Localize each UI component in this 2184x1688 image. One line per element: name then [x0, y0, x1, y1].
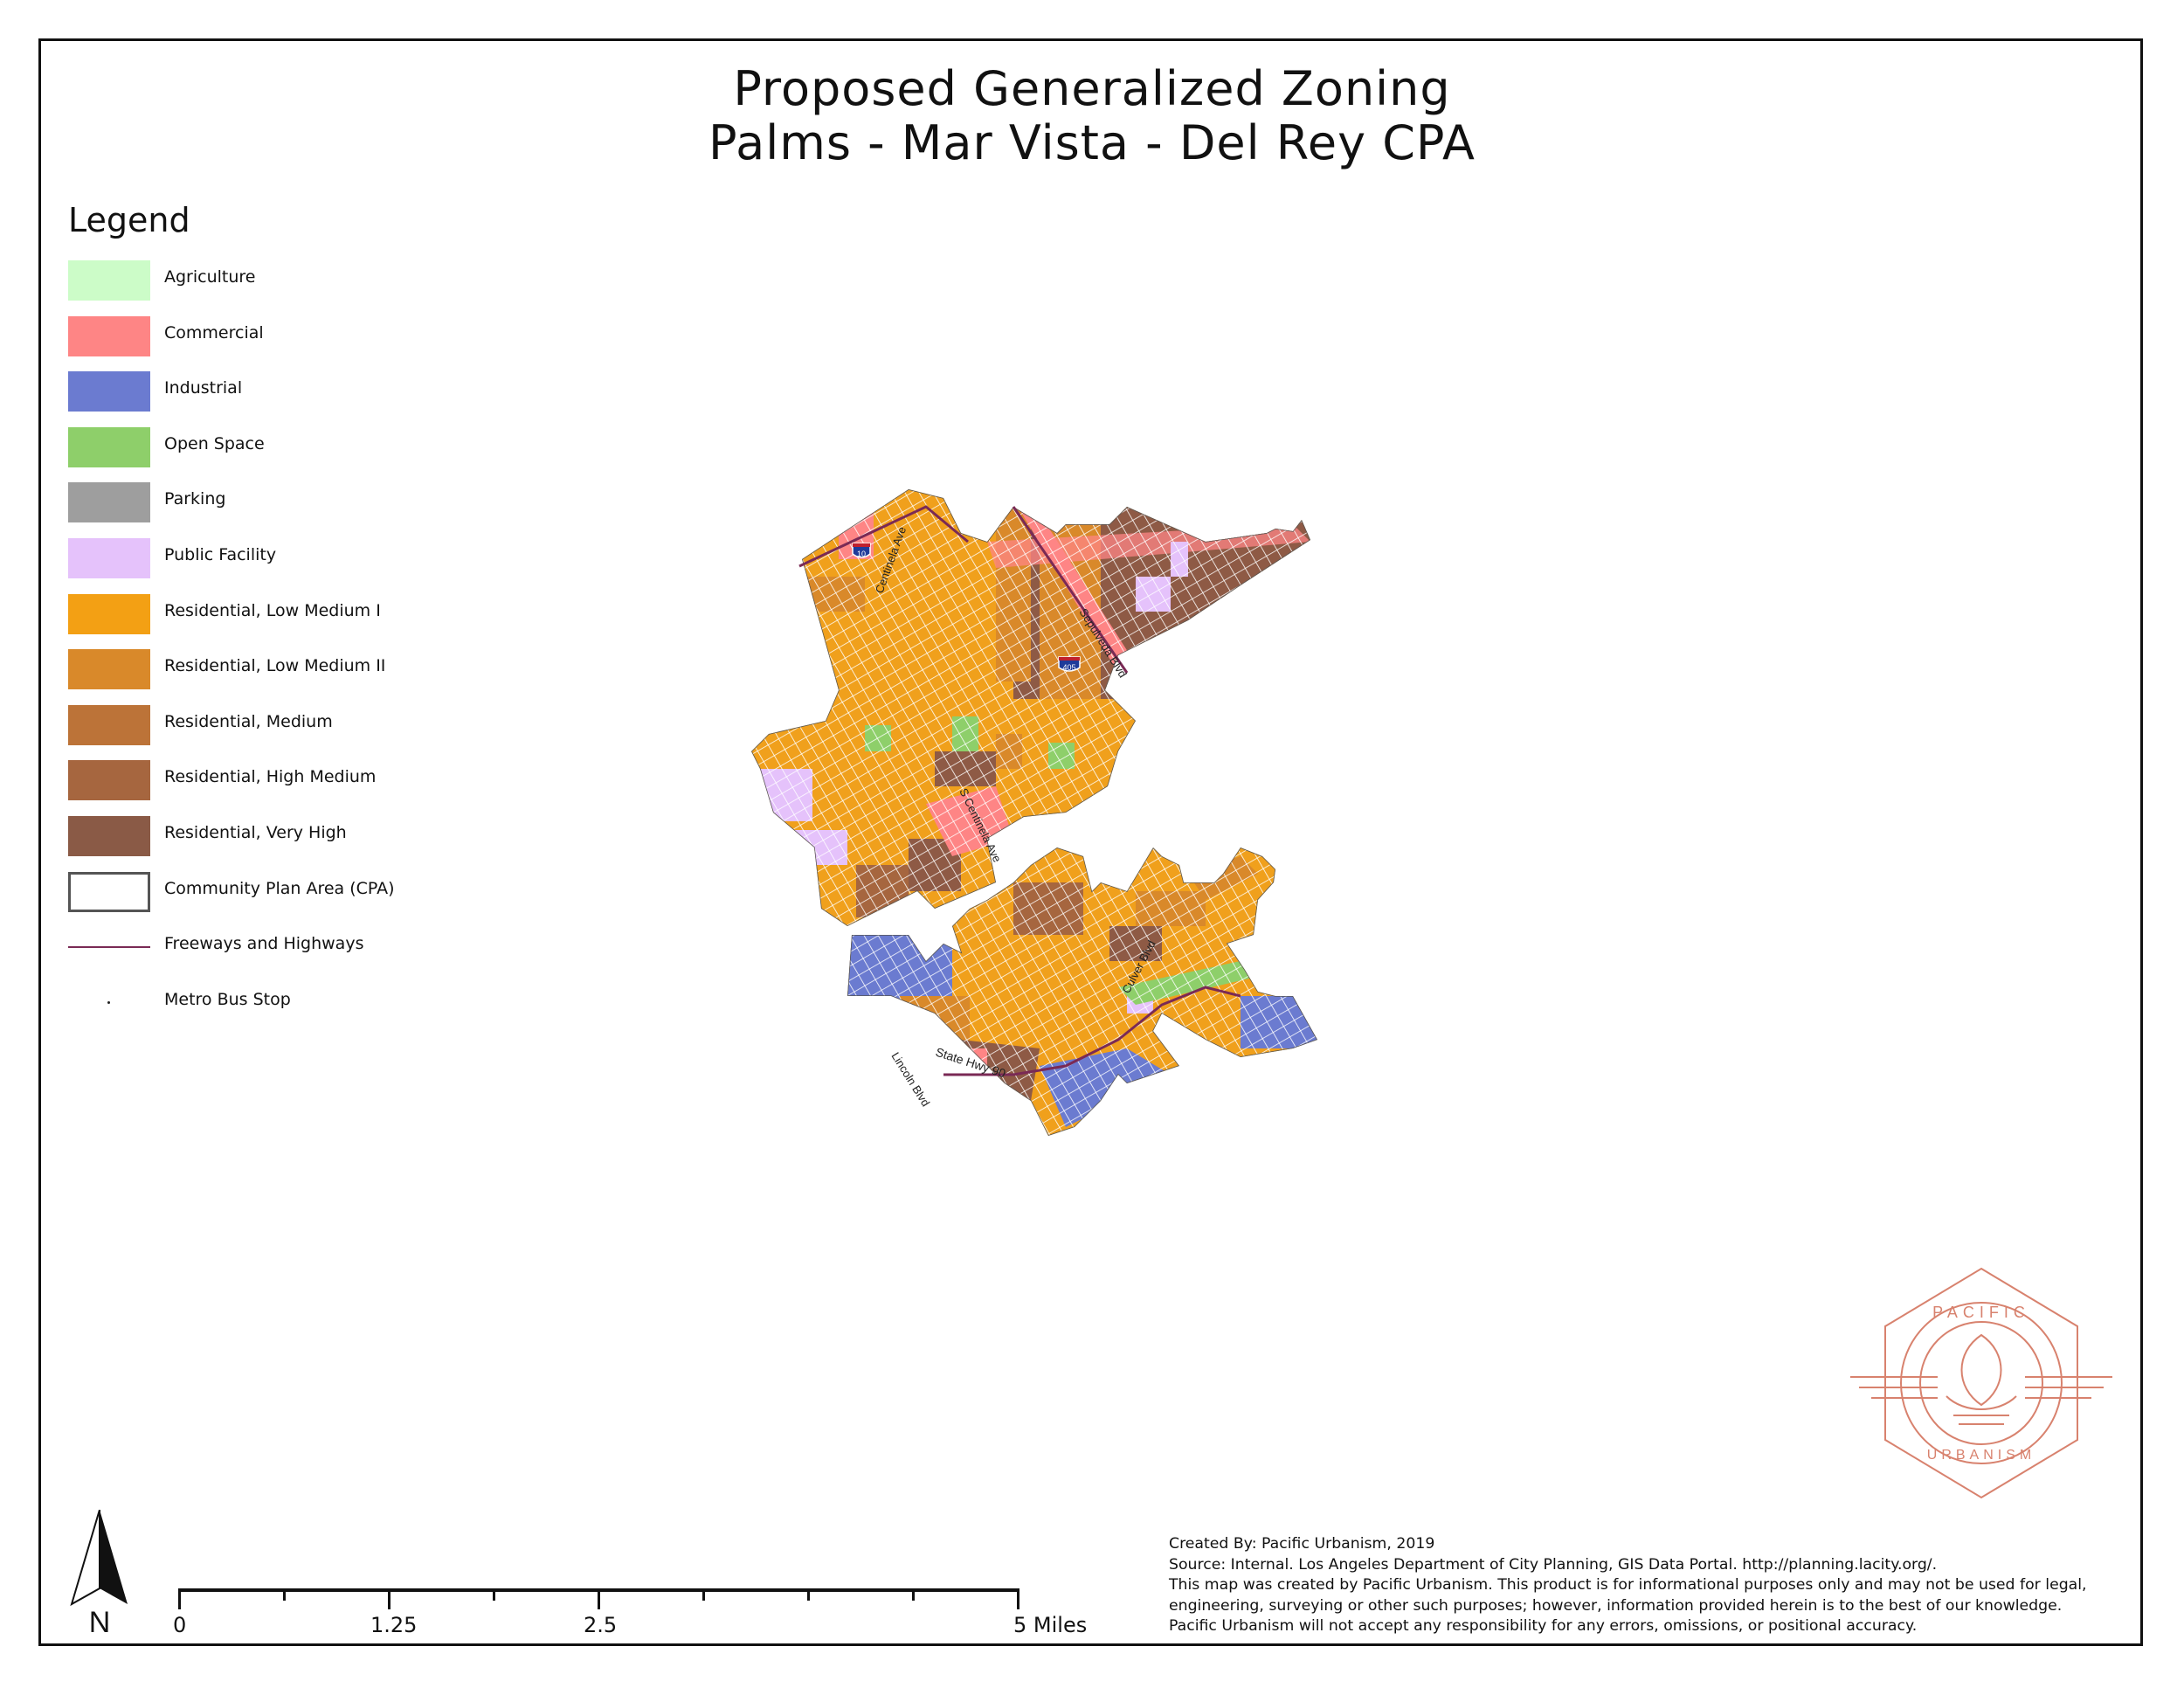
- legend-swatch: [68, 482, 150, 523]
- legend: Agriculture Commercial Industrial Open Spac…: [68, 260, 592, 1038]
- i405-shield-number: 405: [1062, 663, 1075, 672]
- legend-swatch: [68, 649, 150, 690]
- legend-item: Open Space: [68, 426, 592, 483]
- credits-line: Source: Internal. Los Angeles Department…: [1169, 1555, 1938, 1574]
- scale-label-1-25: 1.25: [370, 1613, 418, 1637]
- legend-swatch: [68, 927, 150, 967]
- legend-label: Freeways and Highways: [164, 934, 364, 954]
- north-label: N: [89, 1606, 111, 1632]
- logo-text-bottom: URBANISM: [1927, 1448, 2035, 1463]
- legend-item: Commercial: [68, 315, 592, 372]
- legend-label: Commercial: [164, 322, 264, 342]
- scale-label-2-5: 2.5: [584, 1613, 618, 1637]
- scale-bar: 0 1.25 2.5 5 Miles: [173, 1581, 1087, 1660]
- scale-tick: [807, 1588, 810, 1601]
- legend-swatch: [68, 815, 150, 856]
- legend-swatch: [68, 593, 150, 634]
- credits-line: Created By: Pacific Urbanism, 2019: [1169, 1535, 1435, 1553]
- legend-label: Open Space: [164, 433, 265, 453]
- pacific-urbanism-logo: PACIFIC URBANISM: [1850, 1267, 2112, 1499]
- legend-swatch: [68, 315, 150, 356]
- scale-tick: [912, 1588, 915, 1601]
- state-hwy-90: [943, 986, 1241, 1076]
- scale-tick: [283, 1588, 286, 1601]
- scale-tick: [388, 1588, 390, 1609]
- scale-tick: [598, 1588, 600, 1609]
- legend-swatch: [68, 983, 150, 1023]
- legend-label: Public Facility: [164, 544, 277, 564]
- legend-swatch: [68, 537, 150, 578]
- i10-shield-number: 10: [857, 550, 866, 558]
- legend-swatch: [68, 371, 150, 412]
- map-frame: [38, 38, 2143, 1646]
- map-title: Proposed Generalized Zoning: [733, 61, 1451, 116]
- legend-label: Residential, Low Medium I: [164, 600, 381, 620]
- i10-shield-icon: 10: [852, 543, 871, 558]
- scale-tick: [493, 1588, 495, 1601]
- legend-title: Legend: [68, 201, 190, 239]
- legend-label: Industrial: [164, 378, 243, 398]
- legend-label: Residential, Medium: [164, 711, 333, 731]
- legend-label: Residential, Very High: [164, 822, 347, 842]
- map-credits: Created By: Pacific Urbanism, 2019 Sourc…: [1169, 1534, 2130, 1637]
- legend-swatch: [68, 426, 150, 467]
- legend-label: Community Plan Area (CPA): [164, 878, 395, 898]
- legend-label: Residential, Low Medium II: [164, 656, 386, 676]
- legend-item: Residential, Medium: [68, 704, 592, 761]
- legend-item: Agriculture: [68, 260, 592, 316]
- north-arrow-icon: N: [70, 1510, 128, 1632]
- credits-line: engineering, surveying or other such pur…: [1169, 1596, 2063, 1615]
- legend-item: Residential, High Medium: [68, 760, 592, 816]
- legend-label: Agriculture: [164, 267, 256, 287]
- legend-item: Community Plan Area (CPA): [68, 871, 592, 928]
- scale-label-0: 0: [173, 1613, 187, 1637]
- legend-item: Metro Bus Stop: [68, 983, 592, 1039]
- scale-tick: [702, 1588, 705, 1601]
- legend-label: Metro Bus Stop: [164, 989, 291, 1009]
- legend-item: Residential, Very High: [68, 815, 592, 872]
- credits-line: Pacific Urbanism will not accept any res…: [1169, 1617, 1918, 1636]
- legend-swatch: [68, 871, 150, 912]
- legend-item: Industrial: [68, 371, 592, 427]
- legend-item: Public Facility: [68, 537, 592, 594]
- legend-swatch: [68, 760, 150, 801]
- freeway-i10: [798, 505, 969, 568]
- zoning-map: 10 405 Centinela Ave Sepulveda Blvd S Ce…: [751, 489, 1317, 1136]
- legend-item: Parking: [68, 482, 592, 538]
- legend-item: Residential, Low Medium II: [68, 649, 592, 705]
- legend-label: Parking: [164, 489, 226, 509]
- freeway-i405: [1012, 506, 1129, 674]
- scale-tick: [1017, 1588, 1019, 1609]
- logo-text-top: PACIFIC: [1932, 1304, 2030, 1321]
- scale-label-5-miles: 5 Miles: [1013, 1613, 1088, 1637]
- legend-item: Residential, Low Medium I: [68, 593, 592, 650]
- legend-swatch: [68, 704, 150, 745]
- scale-tick: [178, 1588, 181, 1609]
- i405-shield-icon: 405: [1058, 656, 1081, 672]
- street-label-lincoln: Lincoln Blvd: [888, 1050, 932, 1109]
- legend-swatch: [68, 260, 150, 301]
- legend-label: Residential, High Medium: [164, 767, 377, 787]
- credits-line: This map was created by Pacific Urbanism…: [1169, 1576, 2087, 1595]
- legend-item: Freeways and Highways: [68, 927, 592, 983]
- map-subtitle: Palms - Mar Vista - Del Rey CPA: [708, 115, 1476, 170]
